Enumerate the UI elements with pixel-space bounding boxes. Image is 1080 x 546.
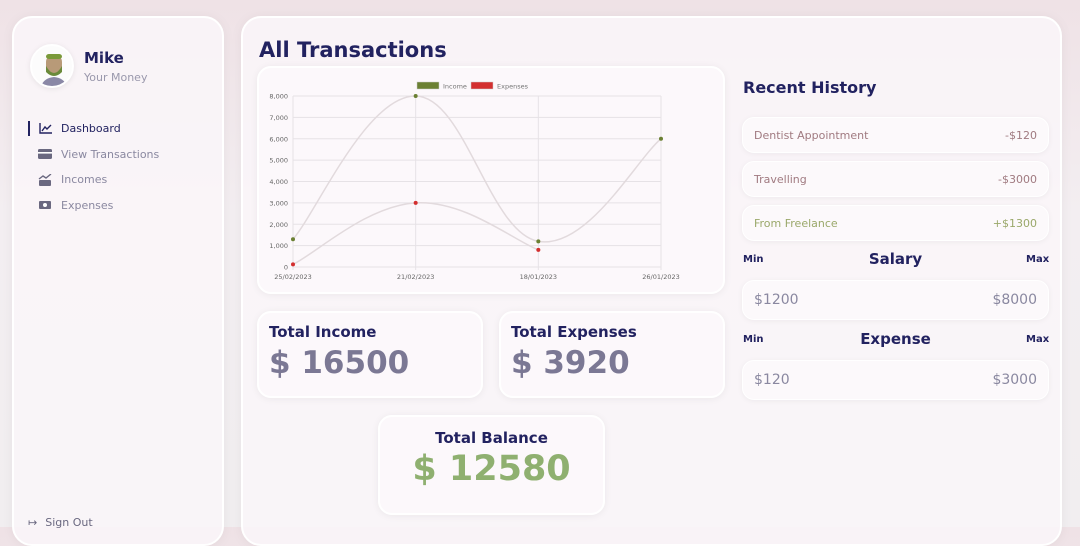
- y-tick-label: 2,000: [269, 221, 288, 229]
- x-tick-label: 18/01/2023: [520, 273, 557, 281]
- nav-menu: Dashboard View Transactions Incomes Expe…: [14, 116, 222, 218]
- nav-item-incomes[interactable]: Incomes: [14, 167, 222, 193]
- recent-history-title: Recent History: [743, 78, 877, 97]
- expense-title: Expense: [860, 330, 931, 348]
- nav-label: View Transactions: [61, 147, 160, 161]
- x-tick-label: 26/01/2023: [642, 273, 679, 281]
- legend-label: Expenses: [497, 83, 529, 91]
- page-title: All Transactions: [259, 38, 447, 62]
- data-point-income: [413, 94, 418, 98]
- history-item-amount: -$120: [1005, 128, 1037, 142]
- salary-min: $1200: [754, 292, 799, 308]
- expense-min-label: Min: [743, 334, 764, 345]
- history-item-amount: +$1300: [992, 216, 1037, 230]
- legend-label: Income: [443, 83, 467, 91]
- expense-min: $120: [754, 372, 790, 388]
- user-subtitle: Your Money: [84, 71, 148, 84]
- total-expenses-card: Total Expenses $ 3920: [499, 311, 725, 398]
- total-income-label: Total Income: [269, 323, 377, 341]
- salary-range: $1200 $8000: [742, 280, 1049, 320]
- y-tick-label: 8,000: [269, 93, 288, 101]
- history-item-name: Travelling: [754, 172, 807, 186]
- legend-swatch: [470, 81, 494, 90]
- total-income-card: Total Income $ 16500: [257, 311, 483, 398]
- expense-range: $120 $3000: [742, 360, 1049, 400]
- expense-max: $3000: [992, 372, 1037, 388]
- sign-out-label: Sign Out: [45, 516, 93, 529]
- credit-card-icon: [38, 148, 52, 160]
- y-tick-label: 5,000: [269, 157, 288, 165]
- sidebar: Mike Your Money Dashboard View Transacti…: [12, 16, 224, 546]
- total-expenses-label: Total Expenses: [511, 323, 637, 341]
- y-tick-label: 3,000: [269, 199, 288, 207]
- avatar: [30, 44, 74, 88]
- money-bill-transfer-icon: [38, 199, 52, 211]
- salary-title: Salary: [868, 250, 923, 268]
- y-tick-label: 0: [284, 264, 288, 272]
- data-point-income: [291, 237, 295, 242]
- history-item[interactable]: From Freelance +$1300: [742, 205, 1049, 241]
- history-item-name: From Freelance: [754, 216, 838, 230]
- total-balance-card: Total Balance $ 12580: [378, 415, 605, 515]
- total-income-value: $ 16500: [269, 345, 410, 381]
- y-tick-label: 4,000: [269, 178, 288, 186]
- salary-max: $8000: [992, 292, 1037, 308]
- y-tick-label: 6,000: [269, 135, 288, 143]
- x-tick-label: 21/02/2023: [397, 273, 434, 281]
- total-balance-value: $ 12580: [412, 449, 571, 489]
- chart-svg: 0 1,000 2,000 3,000 4,000 5,000 6,000 7,000 8,00…: [269, 81, 680, 281]
- transactions-chart: 0 1,000 2,000 3,000 4,000 5,000 6,000 7,000 8,00…: [257, 66, 725, 294]
- total-expenses-value: $ 3920: [511, 345, 630, 381]
- nav-item-dashboard[interactable]: Dashboard: [14, 116, 222, 142]
- expense-max-label: Max: [1026, 334, 1050, 345]
- nav-label: Incomes: [61, 173, 108, 187]
- x-tick-label: 25/02/2023: [274, 273, 311, 281]
- chart-line-icon: [38, 123, 52, 135]
- nav-item-expenses[interactable]: Expenses: [14, 193, 222, 219]
- history-item-name: Dentist Appointment: [754, 128, 869, 142]
- nav-label: Dashboard: [61, 122, 121, 136]
- main-panel: All Transactions 0 1,000 2,000 3,000 4,000 5,…: [241, 16, 1062, 546]
- avatar-icon: [41, 54, 67, 86]
- total-balance-label: Total Balance: [435, 429, 548, 447]
- history-item-amount: -$3000: [998, 172, 1037, 186]
- history-item[interactable]: Dentist Appointment -$120: [742, 117, 1049, 153]
- data-point-income: [536, 239, 541, 244]
- y-tick-label: 7,000: [269, 114, 288, 122]
- sign-out-icon: ↦: [28, 516, 38, 529]
- y-tick-label: 1,000: [269, 242, 288, 250]
- sign-out-button[interactable]: ↦ Sign Out: [28, 516, 93, 529]
- nav-item-view-transactions[interactable]: View Transactions: [14, 142, 222, 168]
- data-point-expenses: [413, 200, 418, 205]
- data-point-expenses: [536, 247, 541, 252]
- salary-max-label: Max: [1026, 254, 1050, 265]
- data-point-income: [659, 136, 663, 141]
- user-name: Mike: [84, 49, 124, 67]
- nav-label: Expenses: [61, 198, 114, 212]
- legend-swatch: [416, 81, 440, 90]
- history-item[interactable]: Travelling -$3000: [742, 161, 1049, 197]
- series-line-income: [292, 95, 662, 243]
- money-bill-trend-up-icon: [38, 173, 52, 186]
- data-point-expenses: [291, 262, 295, 267]
- salary-min-label: Min: [743, 254, 764, 265]
